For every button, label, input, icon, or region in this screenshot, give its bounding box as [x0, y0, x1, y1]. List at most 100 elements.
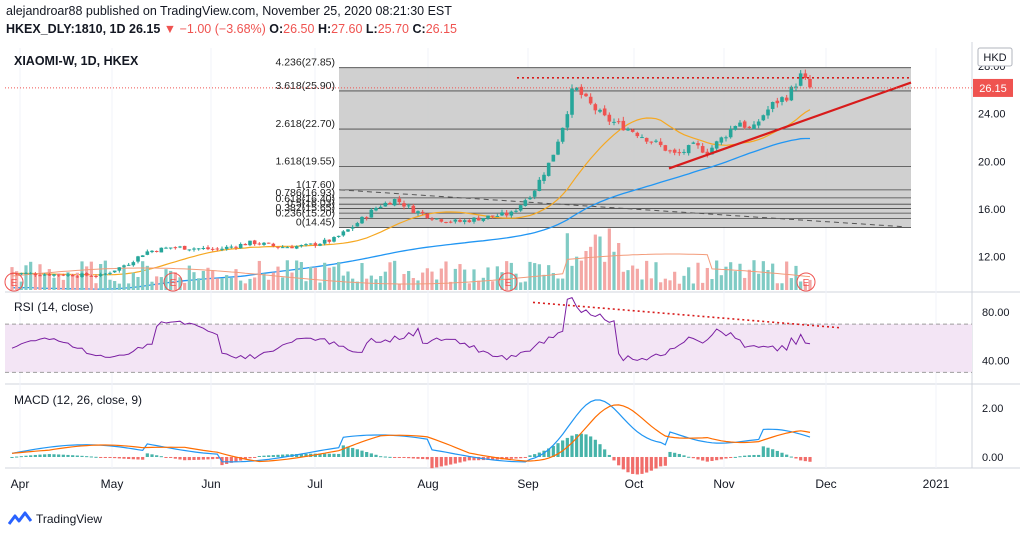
volume-bar: [229, 277, 233, 290]
candle-body: [588, 96, 593, 104]
open-value: 26.50: [283, 22, 315, 36]
macd-histogram-bar: [117, 456, 121, 459]
y-tick-label: 12.00: [978, 252, 1006, 264]
x-tick-label: Aug: [417, 477, 438, 491]
macd-histogram-bar: [533, 454, 537, 457]
candle-body: [551, 154, 556, 162]
candle-body: [434, 218, 439, 220]
candle-body: [458, 220, 462, 222]
volume-bar: [551, 272, 555, 290]
earnings-marker-icon: [4, 272, 24, 292]
macd-histogram-bar: [766, 447, 770, 457]
volume-bar: [747, 269, 751, 290]
macd-histogram-bar: [729, 456, 733, 458]
macd-histogram-bar: [155, 455, 159, 457]
macd-histogram-bar: [449, 456, 453, 465]
candle-body: [369, 209, 374, 218]
macd-histogram-bar: [514, 456, 518, 459]
volume-bar: [136, 276, 140, 290]
macd-histogram-bar: [141, 456, 145, 460]
macd-histogram-bar: [85, 456, 89, 458]
volume-bar: [71, 274, 75, 290]
volume-bar: [206, 267, 210, 290]
earnings-marker-label: E: [11, 278, 18, 289]
earnings-marker-label: E: [170, 278, 177, 289]
volume-bar: [435, 279, 439, 290]
macd-histogram-bar: [262, 455, 266, 457]
volume-bar: [248, 278, 252, 290]
volume-bar: [719, 275, 723, 290]
macd-histogram-bar: [612, 456, 616, 461]
candle-body: [52, 274, 56, 276]
candle-body: [518, 205, 523, 211]
x-tick-label: Dec: [815, 477, 836, 491]
macd-histogram-bar: [239, 456, 243, 461]
candle-body: [266, 242, 271, 244]
fib-level-label: 3.618(25.90): [275, 80, 335, 92]
macd-histogram-bar: [332, 453, 336, 457]
candle-body: [322, 239, 327, 244]
volume-bar: [141, 261, 145, 290]
candle-body: [19, 273, 24, 275]
macd-histogram-bar: [668, 451, 672, 457]
macd-histogram-bar: [719, 456, 723, 460]
candle-body: [514, 210, 518, 212]
candle-body: [537, 179, 542, 191]
macd-histogram-bar: [187, 456, 191, 461]
candle-body: [462, 220, 467, 222]
volume-bar: [15, 271, 19, 290]
candle-body: [504, 212, 509, 216]
candle-body: [56, 274, 61, 276]
x-tick-label: Oct: [625, 477, 644, 491]
candle-body: [164, 247, 168, 249]
macd-histogram-bar: [710, 456, 714, 461]
volume-bar: [257, 260, 261, 290]
candle-body: [630, 129, 635, 132]
macd-histogram-bar: [355, 449, 359, 457]
volume-bar: [164, 269, 168, 290]
volume-bar: [379, 276, 383, 290]
volume-bar: [75, 272, 79, 290]
macd-histogram-bar: [570, 435, 574, 457]
volume-bar: [528, 261, 532, 290]
volume-bar: [589, 246, 593, 290]
volume-bar: [537, 264, 541, 290]
macd-histogram-bar: [696, 456, 700, 460]
chart-canvas[interactable]: Apr May Jun Jul Aug Sep Oct Nov Dec 2021 4.236(27.…: [0, 42, 1026, 508]
volume-bar: [145, 265, 149, 290]
candle-body: [626, 128, 630, 131]
volume-bar: [584, 250, 588, 290]
volume-bar: [556, 278, 560, 290]
last-price: 26.15: [129, 22, 161, 36]
macd-histogram-bar: [388, 456, 392, 458]
macd-histogram-bar: [47, 454, 51, 457]
volume-bar: [421, 272, 425, 290]
candle-body: [560, 127, 565, 142]
candle-body: [187, 249, 192, 251]
macd-histogram-bar: [799, 456, 803, 461]
macd-histogram-bar: [701, 456, 705, 461]
macd-histogram-bar: [785, 454, 789, 457]
candle-body: [556, 141, 560, 155]
volume-bar: [19, 281, 23, 290]
candle-body: [206, 247, 210, 250]
macd-histogram-bar: [365, 452, 369, 457]
rsi-tick-label: 40.00: [982, 355, 1010, 367]
volume-bar: [673, 271, 677, 290]
macd-histogram-bar: [150, 454, 154, 457]
volume-bar: [239, 280, 243, 290]
ma-slow-line: [11, 137, 810, 290]
candle-body: [346, 229, 350, 232]
macd-histogram-bar: [561, 440, 565, 457]
volume-bar: [117, 283, 121, 290]
macd-histogram-bar: [738, 456, 742, 458]
volume-bar: [771, 263, 775, 290]
candle-body: [714, 141, 719, 149]
volume-bar: [267, 279, 271, 290]
candle-body: [70, 274, 75, 277]
publish-info: alejandroar88 published on TradingView.c…: [6, 4, 452, 18]
volume-bar: [444, 261, 448, 290]
macd-histogram-bar: [66, 454, 70, 457]
candle-body: [383, 202, 388, 207]
macd-histogram-bar: [775, 450, 779, 457]
